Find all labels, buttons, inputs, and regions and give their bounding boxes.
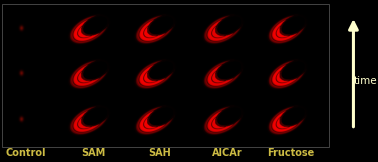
Text: SAH: SAH: [148, 148, 171, 158]
Text: time: time: [354, 76, 378, 86]
Text: Control: Control: [5, 148, 46, 158]
Text: Fructose: Fructose: [268, 148, 314, 158]
Text: SAM: SAM: [82, 148, 106, 158]
Text: AICAr: AICAr: [211, 148, 242, 158]
